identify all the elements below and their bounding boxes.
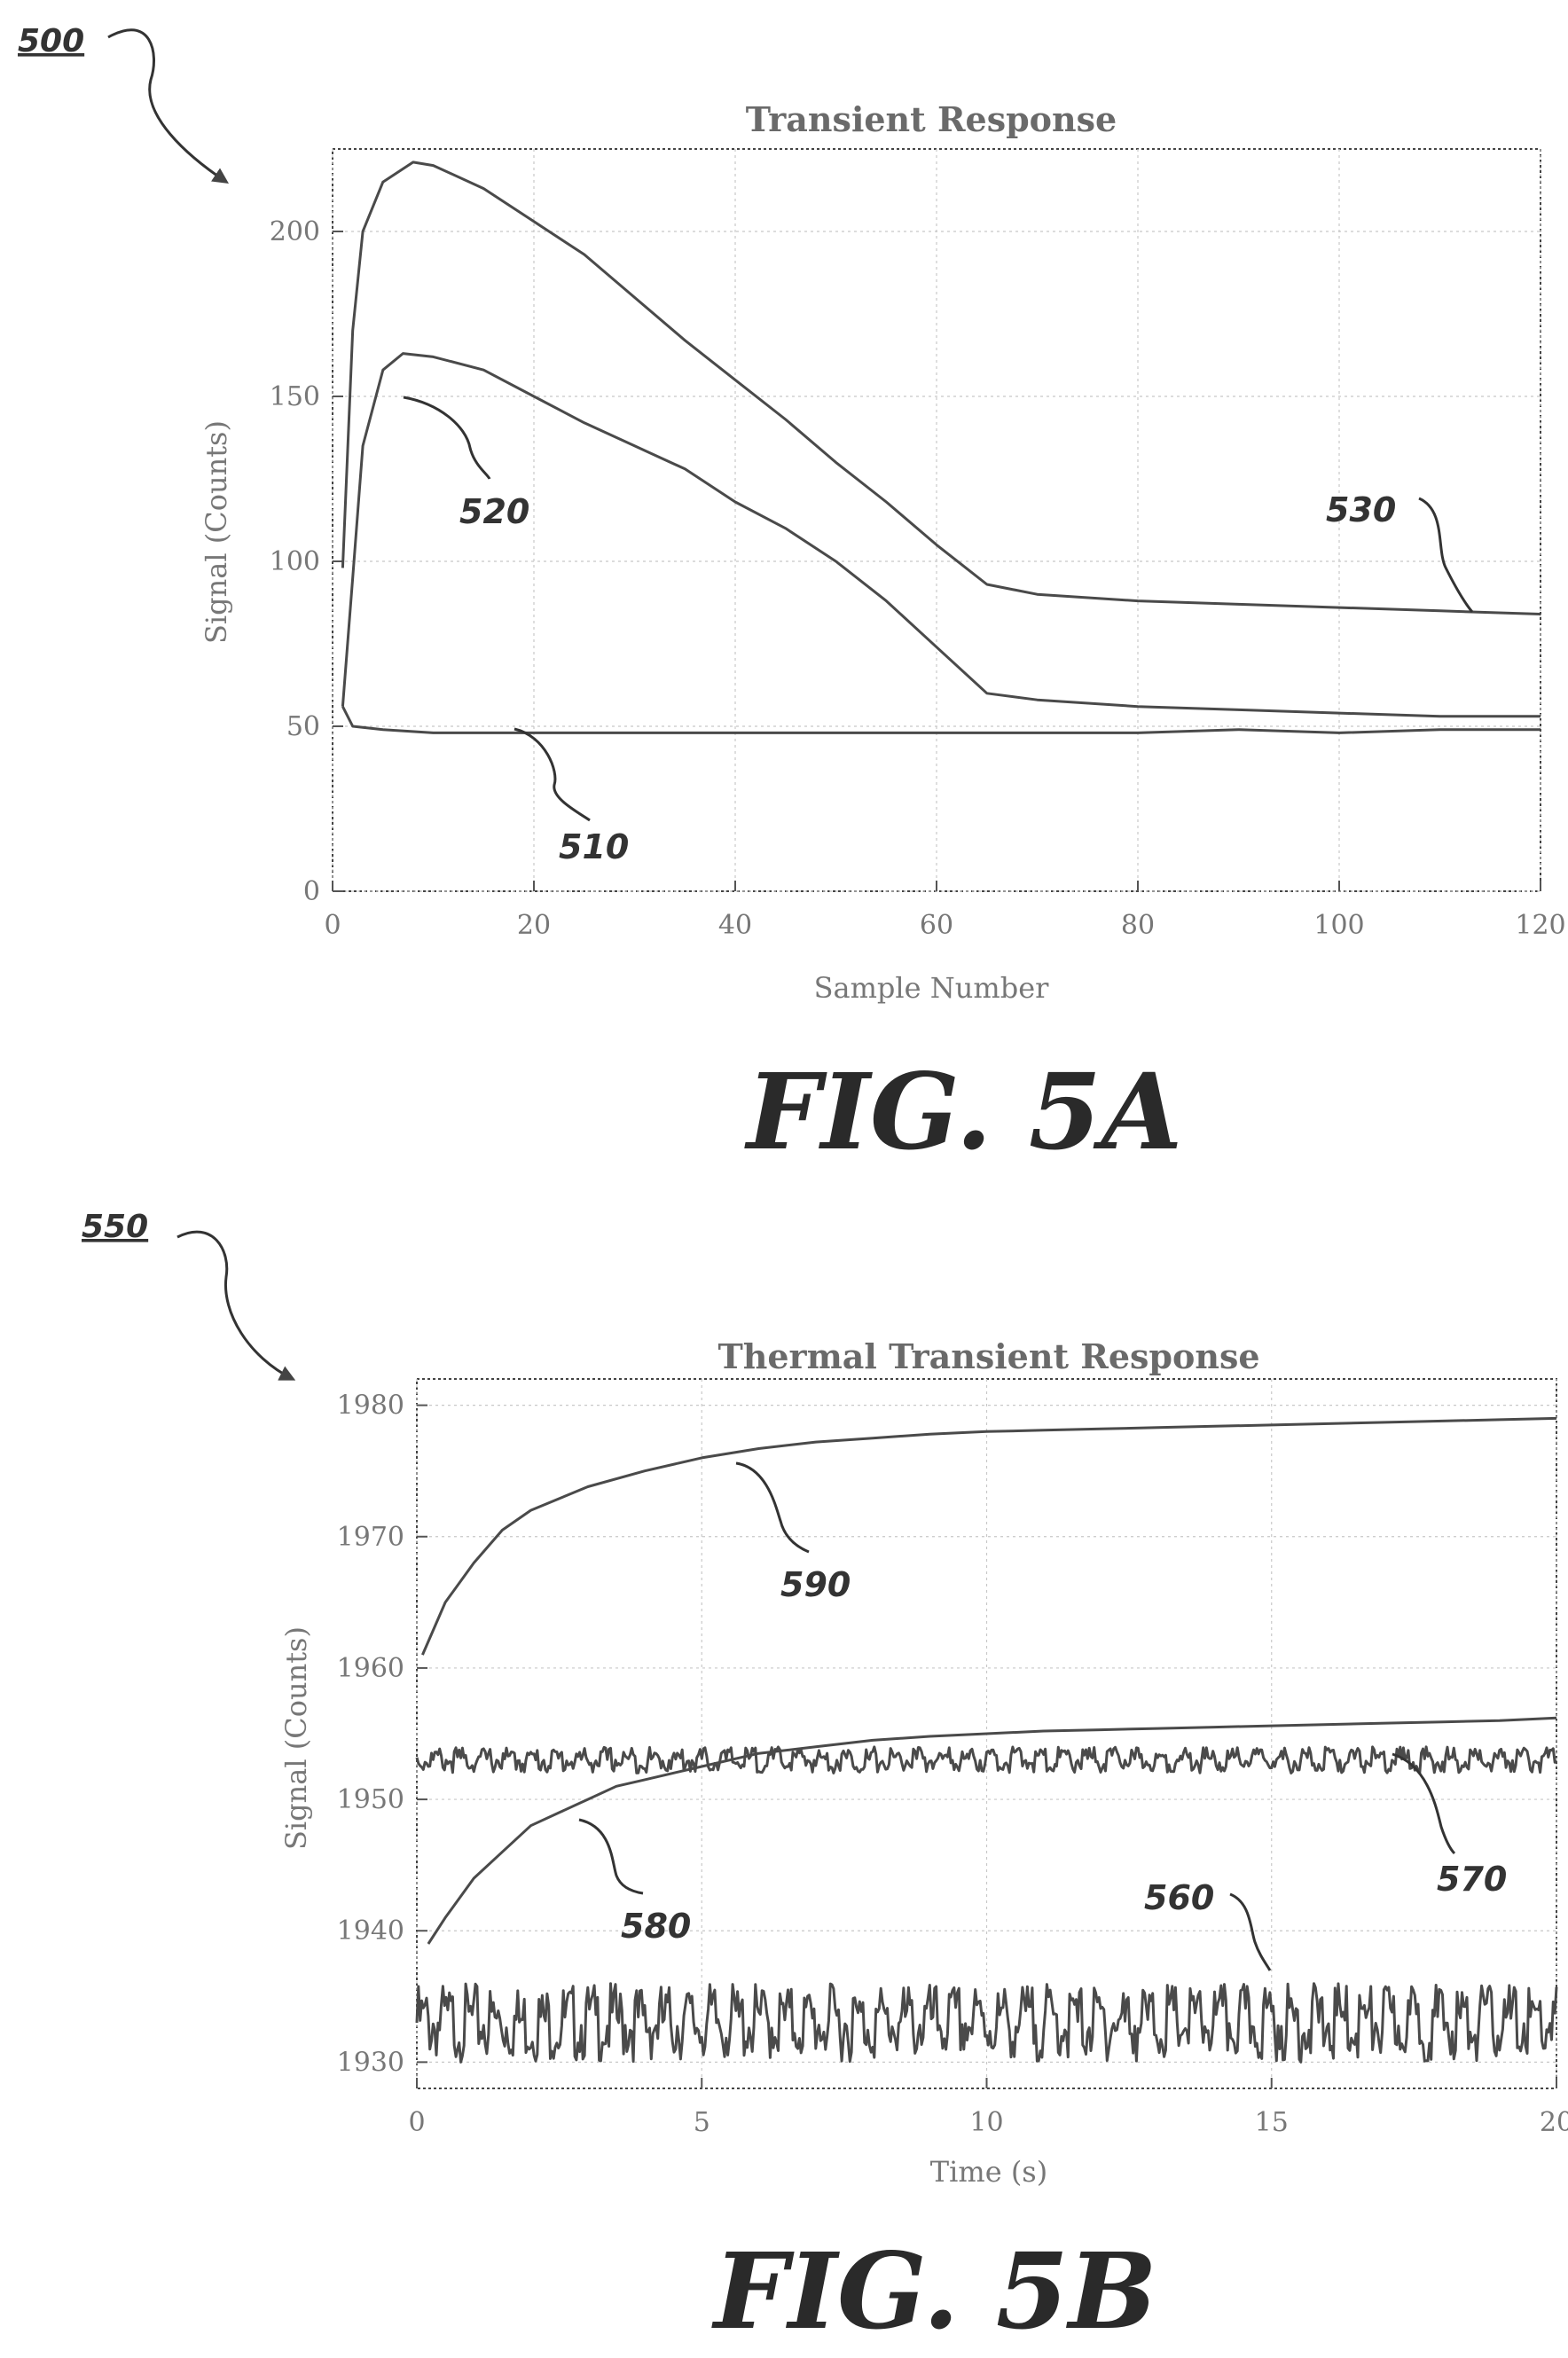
y-tick-label: 200 — [270, 216, 320, 247]
chart-a-ticks: 0 20 40 60 80 100 120 0 50 100 150 200 — [270, 216, 1566, 941]
figure-ref-500-arrow — [107, 28, 229, 184]
y-tick-label: 50 — [286, 711, 320, 742]
x-tick-label: 10 — [969, 2107, 1003, 2138]
y-tick-label: 0 — [303, 876, 320, 907]
chart-b-title: Thermal Transient Response — [717, 1336, 1259, 1376]
annotation-570-leader — [1392, 1752, 1456, 1855]
y-tick-label: 150 — [270, 381, 320, 412]
series-570-line — [415, 1745, 1558, 1774]
annotation-530: 530 — [1326, 490, 1396, 529]
series-510-line — [341, 706, 1541, 734]
x-tick-label: 0 — [408, 2107, 425, 2138]
y-tick-label: 1950 — [337, 1784, 404, 1815]
figure-5b: 550 Thermal Transient Response 0 5 10 15 20 1… — [82, 1209, 1568, 2353]
series-580-line — [427, 1716, 1557, 1945]
figure-ref-500: 500 — [18, 23, 84, 59]
x-tick-label: 15 — [1255, 2107, 1289, 2138]
series-520-line — [341, 352, 1541, 718]
x-tick-label: 5 — [694, 2107, 710, 2138]
annotation-580: 580 — [621, 1907, 691, 1946]
y-tick-label: 100 — [270, 546, 320, 577]
x-tick-label: 20 — [1540, 2107, 1568, 2138]
x-tick-label: 80 — [1121, 910, 1155, 941]
x-tick-label: 40 — [718, 910, 752, 941]
x-tick-label: 120 — [1515, 910, 1565, 941]
figure-ref-550-arrow — [176, 1230, 296, 1381]
figure-5a: 500 Transient Response 0 20 40 60 80 100 120 0 5… — [18, 23, 1566, 1173]
y-tick-label: 1970 — [337, 1522, 404, 1553]
chart-b-ticks: 0 5 10 15 20 1930 1940 1950 1960 1970 1980 — [337, 1391, 1568, 2138]
y-tick-label: 1960 — [337, 1653, 404, 1684]
annotation-570: 570 — [1437, 1860, 1507, 1899]
annotation-560: 560 — [1144, 1878, 1214, 1917]
chart-a-series — [341, 161, 1541, 734]
chart-b-xlabel: Time (s) — [930, 2155, 1047, 2189]
annotation-560-leader — [1229, 1892, 1272, 1971]
annotation-520-leader — [403, 396, 491, 480]
chart-a-title: Transient Response — [746, 99, 1117, 139]
annotation-590: 590 — [780, 1565, 851, 1604]
figure-5b-caption: FIG. 5B — [711, 2229, 1157, 2353]
chart-b-ylabel: Signal (Counts) — [279, 1626, 313, 1850]
annotation-510-leader — [514, 727, 591, 822]
annotation-590-leader — [735, 1461, 810, 1554]
figure-5a-caption: FIG. 5A — [744, 1050, 1182, 1173]
chart-a-ylabel: Signal (Counts) — [200, 420, 233, 644]
x-tick-label: 20 — [517, 910, 551, 941]
annotation-510: 510 — [559, 827, 629, 866]
series-590-line — [421, 1416, 1557, 1656]
annotation-580-leader — [578, 1818, 644, 1895]
series-530-line — [341, 161, 1541, 615]
chart-b-series — [415, 1416, 1558, 2064]
x-tick-label: 60 — [920, 910, 953, 941]
annotation-530-leader — [1418, 497, 1474, 613]
x-tick-label: 100 — [1313, 910, 1364, 941]
annotation-520: 520 — [459, 492, 529, 531]
x-tick-label: 0 — [324, 910, 341, 941]
figure-ref-550: 550 — [82, 1209, 148, 1245]
y-tick-label: 1980 — [337, 1391, 404, 1422]
series-560-line — [415, 1982, 1558, 2064]
chart-a-xlabel: Sample Number — [814, 971, 1050, 1005]
y-tick-label: 1930 — [337, 2047, 404, 2078]
y-tick-label: 1940 — [337, 1915, 404, 1947]
